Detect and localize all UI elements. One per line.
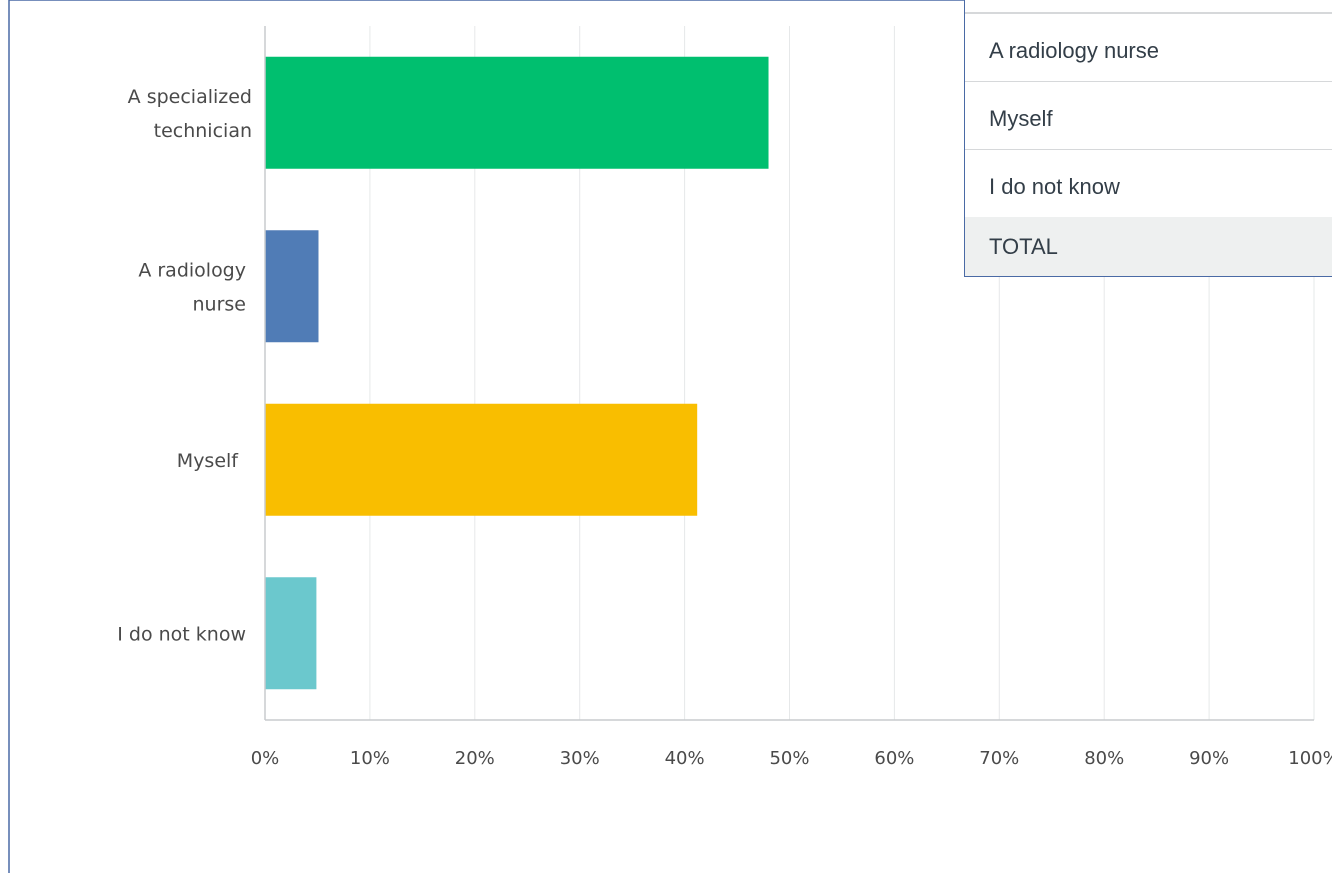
- x-tick-label: 0%: [251, 748, 280, 769]
- table-row: A radiology nurse: [965, 13, 1332, 81]
- bar: [265, 230, 319, 343]
- x-tick-label: 100%: [1288, 748, 1332, 769]
- tick-labels: 0% 10% 20% 30% 40% 50% 60% 70% 80% 90% 100%: [251, 748, 1332, 769]
- table-total-label: TOTAL: [989, 234, 1058, 259]
- x-tick-label: 80%: [1084, 748, 1124, 769]
- bars: [265, 56, 769, 690]
- x-tick-label: 10%: [350, 748, 390, 769]
- x-tick-label: 30%: [560, 748, 600, 769]
- category-labels: A specialized technician A radiology nurse M…: [117, 86, 252, 646]
- table-total-row: TOTAL: [965, 217, 1332, 276]
- axes: [264, 26, 1314, 721]
- table-row-label: Myself: [989, 106, 1053, 131]
- category-label: Myself: [177, 450, 240, 472]
- bar: [265, 56, 769, 169]
- table-row: [965, 12, 1332, 13]
- response-table: A radiology nurse Myself I do not know T…: [964, 0, 1332, 277]
- x-tick-label: 90%: [1189, 748, 1229, 769]
- bar: [265, 577, 317, 690]
- x-tick-label: 60%: [874, 748, 914, 769]
- x-tick-label: 70%: [979, 748, 1019, 769]
- table-row: Myself: [965, 81, 1332, 149]
- category-label: I do not know: [117, 623, 246, 645]
- x-tick-label: 40%: [665, 748, 705, 769]
- x-tick-label: 50%: [769, 748, 809, 769]
- category-label: A radiology nurse: [138, 259, 246, 315]
- bar: [265, 403, 698, 516]
- table-row: I do not know: [965, 149, 1332, 216]
- x-tick-label: 20%: [455, 748, 495, 769]
- table-row-label: A radiology nurse: [989, 38, 1159, 63]
- table-row-label: I do not know: [989, 174, 1120, 199]
- category-label: A specialized technician: [128, 86, 252, 142]
